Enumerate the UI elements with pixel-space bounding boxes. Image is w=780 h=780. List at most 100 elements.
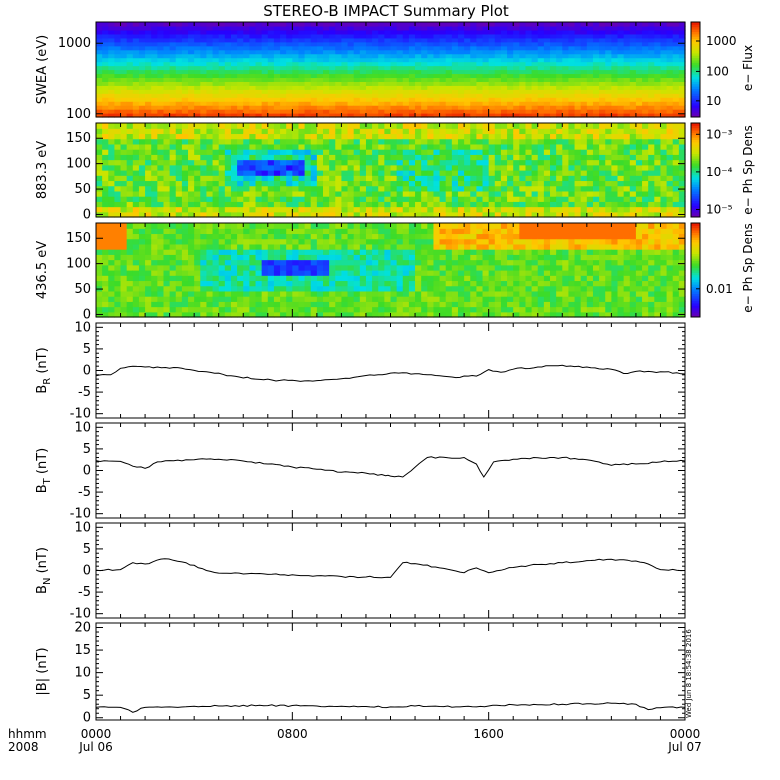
- spectrogram-cell: [132, 101, 140, 106]
- spectrogram-cell: [586, 89, 594, 94]
- spectrogram-cell: [145, 243, 152, 250]
- spectrogram-cell: [586, 201, 594, 208]
- spectrogram-cell: [298, 175, 306, 182]
- spectrogram-cell: [120, 97, 128, 102]
- spectrogram-cell: [372, 243, 379, 250]
- spectrogram-cell: [623, 101, 631, 106]
- spectrogram-cell: [672, 41, 680, 47]
- spectrogram-cell: [188, 311, 195, 318]
- spectrogram-cell: [666, 143, 674, 150]
- spectrogram-cell: [605, 113, 612, 118]
- spectrogram-cell: [599, 85, 606, 90]
- spectrogram-cell: [102, 243, 109, 250]
- spectrogram-cell: [365, 285, 373, 292]
- spectrogram-cell: [206, 290, 214, 297]
- spectrogram-cell: [439, 97, 447, 102]
- spectrogram-cell: [200, 301, 208, 308]
- spectrogram-cell: [267, 306, 275, 313]
- spectrogram-cell: [421, 143, 428, 150]
- spectrogram-cell: [568, 138, 576, 145]
- spectrogram-cell: [157, 164, 165, 171]
- spectrogram-cell: [157, 154, 165, 161]
- spectrogram-cell: [378, 128, 385, 135]
- spectrogram-cell: [402, 49, 410, 55]
- spectrogram-cell: [427, 201, 435, 208]
- spectrogram-cell: [500, 175, 508, 182]
- spectrogram-cell: [550, 175, 557, 182]
- spectrogram-cell: [378, 296, 385, 302]
- spectrogram-cell: [678, 97, 686, 102]
- spectrogram-cell: [224, 280, 232, 287]
- spectrogram-cell: [445, 185, 453, 192]
- spectrogram-cell: [402, 81, 410, 86]
- spectrogram-cell: [243, 25, 250, 31]
- spectrogram-cell: [439, 93, 447, 98]
- colorbar-step: [691, 146, 700, 150]
- spectrogram-cell: [157, 41, 165, 47]
- spectrogram-cell: [359, 223, 367, 229]
- spectrogram-cell: [280, 45, 287, 51]
- spectrogram-cell: [482, 101, 490, 106]
- spectrogram-cell: [224, 41, 232, 47]
- spectrogram-cell: [145, 175, 152, 182]
- spectrogram-cell: [243, 61, 250, 67]
- colorbar-step: [691, 33, 700, 37]
- spectrogram-cell: [157, 254, 165, 261]
- spectrogram-cell: [353, 81, 361, 86]
- spectrogram-cell: [525, 123, 533, 129]
- spectrogram-cell: [188, 290, 195, 297]
- spectrogram-cell: [310, 175, 318, 182]
- spectrogram-cell: [482, 109, 490, 114]
- spectrogram-cell: [132, 223, 140, 229]
- spectrogram-cell: [359, 159, 367, 166]
- spectrogram-cell: [445, 164, 453, 171]
- spectrogram-cell: [218, 264, 226, 271]
- spectrogram-cell: [273, 175, 281, 182]
- spectrogram-cell: [175, 254, 183, 261]
- spectrogram-cell: [586, 196, 594, 202]
- spectrogram-cell: [580, 128, 588, 135]
- spectrogram-cell: [261, 133, 269, 140]
- spectrogram-cell: [212, 33, 220, 39]
- spectrogram-cell: [126, 211, 134, 218]
- spectrogram-cell: [378, 311, 385, 318]
- spectrogram-cell: [568, 81, 576, 86]
- spectrogram-cell: [304, 33, 312, 39]
- spectrogram-cell: [335, 306, 343, 313]
- spectrogram-cell: [347, 93, 355, 98]
- spectrogram-cell: [188, 170, 195, 176]
- spectrogram-cell: [169, 301, 177, 308]
- spectrogram-cell: [261, 93, 269, 98]
- spectrogram-cell: [384, 105, 392, 110]
- spectrogram-cell: [494, 185, 502, 192]
- spectrogram-cell: [359, 128, 367, 135]
- spectrogram-cell: [372, 301, 379, 308]
- spectrogram-cell: [672, 159, 680, 166]
- spectrogram-cell: [642, 164, 649, 171]
- spectrogram-cell: [617, 29, 625, 35]
- spectrogram-cell: [310, 41, 318, 47]
- spectrogram-cell: [329, 290, 336, 297]
- spectrogram-cell: [500, 77, 508, 82]
- spectrogram-cell: [635, 81, 643, 86]
- spectrogram-cell: [316, 61, 324, 67]
- spectrogram-cell: [126, 243, 134, 250]
- spectrogram-cell: [292, 77, 300, 82]
- y-tick-label: 150: [66, 131, 91, 146]
- spectrogram-cell: [408, 128, 416, 135]
- spectrogram-cell: [280, 143, 287, 150]
- spectrogram-cell: [298, 89, 306, 94]
- spectrogram-cell: [599, 180, 606, 187]
- spectrogram-cell: [132, 149, 140, 155]
- spectrogram-cell: [132, 77, 140, 82]
- spectrogram-cell: [556, 190, 563, 197]
- spectrogram-cell: [280, 61, 287, 67]
- spectrogram-cell: [175, 97, 183, 102]
- spectrogram-cell: [574, 57, 582, 63]
- spectrogram-cell: [666, 201, 674, 208]
- spectrogram-cell: [286, 290, 293, 297]
- spectrogram-cell: [654, 149, 662, 155]
- spectrogram-cell: [175, 270, 183, 276]
- spectrogram-cell: [280, 254, 287, 261]
- spectrogram-cell: [323, 93, 330, 98]
